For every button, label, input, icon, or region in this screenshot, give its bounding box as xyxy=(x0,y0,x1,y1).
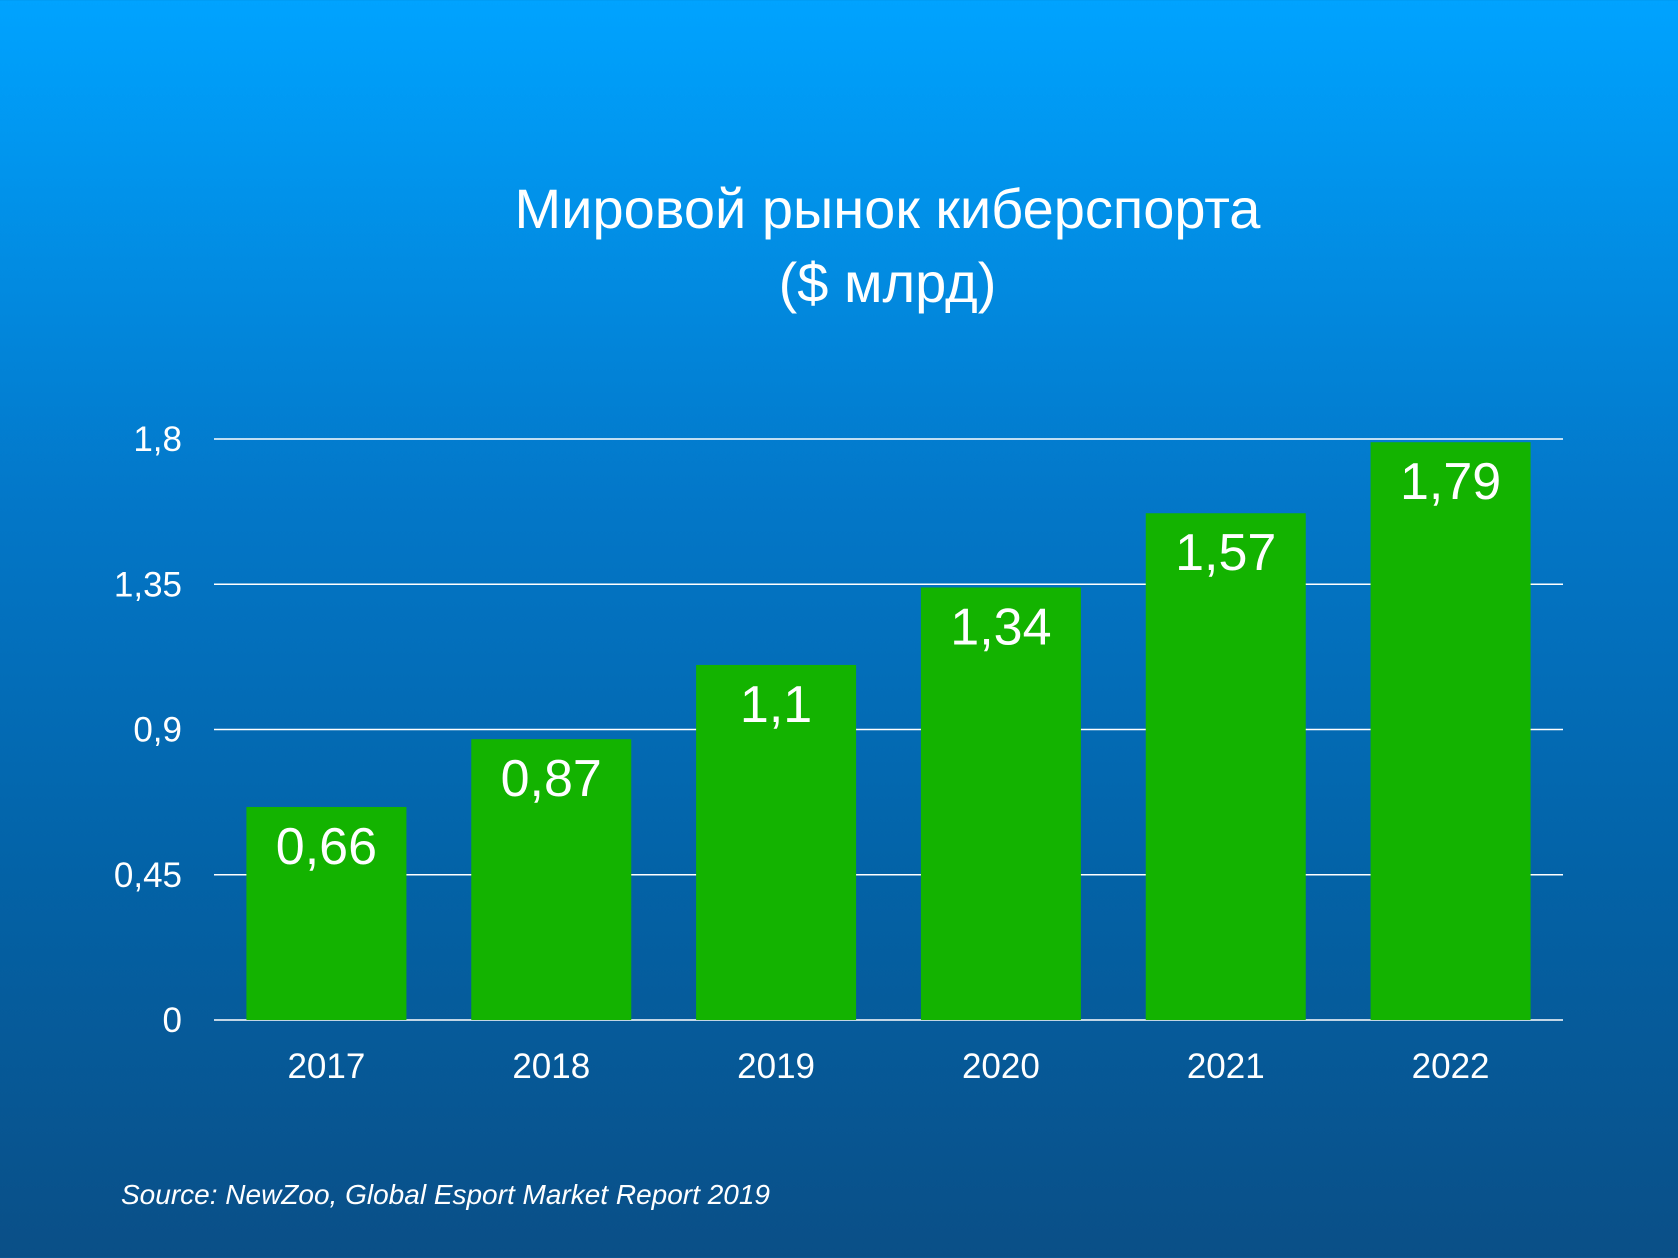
y-axis-tick-labels: 0 0,45 0,9 1,35 1,8 xyxy=(114,420,182,1040)
bar-value-label: 1,34 xyxy=(950,598,1051,656)
bar-value-labels: 0,66 0,87 1,1 1,34 1,57 1,79 xyxy=(276,453,1501,876)
y-tick-label: 0,9 xyxy=(133,711,182,750)
bar-value-label: 0,66 xyxy=(276,818,377,876)
bar-2022 xyxy=(1370,442,1531,1020)
chart-title: Мировой рынок киберспорта ($ млрд) xyxy=(0,172,1678,320)
bar-value-label: 0,87 xyxy=(501,750,602,808)
chart-title-line1: Мировой рынок киберспорта xyxy=(514,177,1261,240)
bar-2018 xyxy=(471,739,632,1020)
bar-value-label: 1,57 xyxy=(1175,524,1276,582)
x-tick-label: 2021 xyxy=(1187,1047,1265,1086)
bar-value-label: 1,1 xyxy=(740,676,812,734)
gridlines xyxy=(214,438,1563,1021)
y-tick-label: 0,45 xyxy=(114,856,182,895)
y-tick-label: 1,8 xyxy=(133,420,182,459)
x-tick-label: 2020 xyxy=(962,1047,1040,1086)
x-tick-label: 2017 xyxy=(287,1047,365,1086)
x-tick-label: 2019 xyxy=(737,1047,815,1086)
x-tick-label: 2018 xyxy=(512,1047,590,1086)
x-axis-tick-labels: 2017 2018 2019 2020 2021 2022 xyxy=(287,1047,1489,1086)
y-tick-label: 0 xyxy=(163,1001,182,1040)
bars xyxy=(246,442,1531,1020)
bar-2019 xyxy=(696,664,857,1020)
chart-title-line2: ($ млрд) xyxy=(778,251,997,314)
y-tick-label: 1,35 xyxy=(114,565,182,604)
bar-value-label: 1,79 xyxy=(1400,453,1501,511)
x-tick-label: 2022 xyxy=(1412,1047,1490,1086)
bar-2017 xyxy=(246,806,407,1020)
bar-2020 xyxy=(920,587,1081,1020)
source-note: Source: NewZoo, Global Esport Market Rep… xyxy=(121,1179,770,1210)
bar-2021 xyxy=(1145,513,1306,1020)
